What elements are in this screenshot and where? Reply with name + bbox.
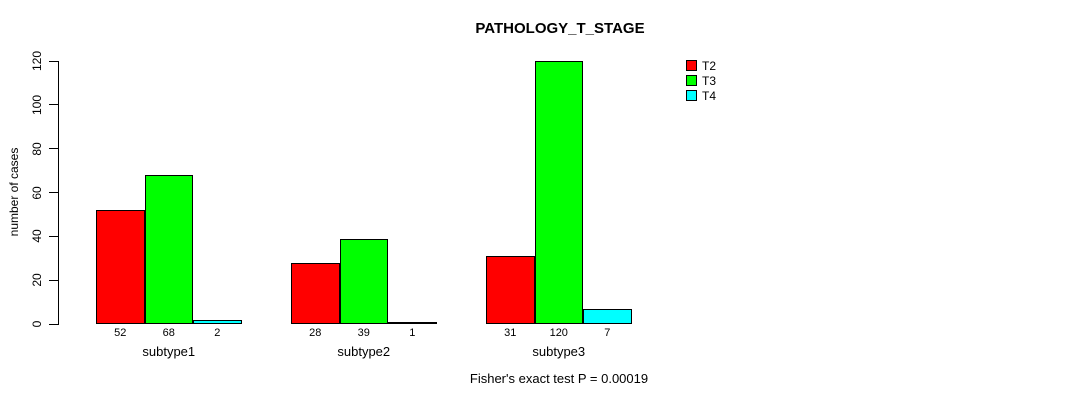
legend-swatch-icon — [686, 90, 697, 101]
category-label-subtype2: subtype2 — [337, 344, 391, 359]
bar-t4-subtype3 — [583, 308, 632, 324]
bar-value-label: 28 — [309, 327, 322, 339]
category-label-subtype3: subtype3 — [532, 344, 586, 359]
y-tick-mark — [49, 192, 59, 193]
bar-value-label: 39 — [357, 327, 370, 339]
statistical-test-note: Fisher's exact test P = 0.00019 — [469, 371, 649, 386]
y-tick-mark — [49, 148, 59, 150]
bar-value-label: 31 — [504, 327, 517, 339]
bar-t4-subtype1 — [193, 319, 242, 324]
bar-t4-subtype2 — [388, 321, 437, 324]
y-tick-mark — [49, 60, 59, 62]
y-tick-label: 100 — [30, 94, 44, 115]
category-label-subtype1: subtype1 — [142, 344, 196, 359]
bar-value-label: 7 — [604, 327, 611, 339]
legend-label: T4 — [702, 88, 717, 103]
bar-t3-subtype1 — [144, 174, 193, 324]
bar-t2-subtype3 — [486, 256, 535, 324]
legend-label: T2 — [702, 58, 717, 73]
y-axis-title: number of cases — [7, 147, 21, 237]
y-tick-label: 60 — [30, 185, 44, 200]
y-tick-mark — [49, 104, 59, 106]
legend: T2 T3 T4 — [686, 58, 716, 103]
y-tick-mark — [49, 235, 59, 237]
y-tick-label: 40 — [30, 229, 44, 244]
bar-value-label: 52 — [114, 327, 127, 339]
bar-t3-subtype2 — [339, 238, 388, 324]
legend-swatch-icon — [686, 60, 697, 71]
y-tick-label: 120 — [30, 50, 44, 72]
bar-value-label: 2 — [214, 327, 221, 339]
legend-swatch-icon — [686, 75, 697, 86]
chart-title: PATHOLOGY_T_STAGE — [475, 20, 645, 37]
bar-value-label: 1 — [409, 327, 416, 339]
legend-label: T3 — [702, 73, 717, 88]
bar-value-label: 120 — [549, 327, 568, 339]
bar-t2-subtype1 — [96, 210, 145, 324]
legend-item-t2: T2 — [686, 58, 716, 73]
y-tick-mark — [49, 279, 59, 281]
bar-t2-subtype2 — [291, 262, 340, 324]
bar-t3-subtype3 — [534, 61, 583, 324]
y-tick-label: 20 — [30, 273, 44, 287]
y-tick-label: 0 — [30, 320, 44, 328]
y-tick-mark — [49, 323, 59, 325]
y-tick-label: 80 — [30, 141, 44, 156]
legend-item-t3: T3 — [686, 73, 716, 88]
legend-item-t4: T4 — [686, 88, 716, 103]
bar-value-label: 68 — [162, 327, 175, 339]
